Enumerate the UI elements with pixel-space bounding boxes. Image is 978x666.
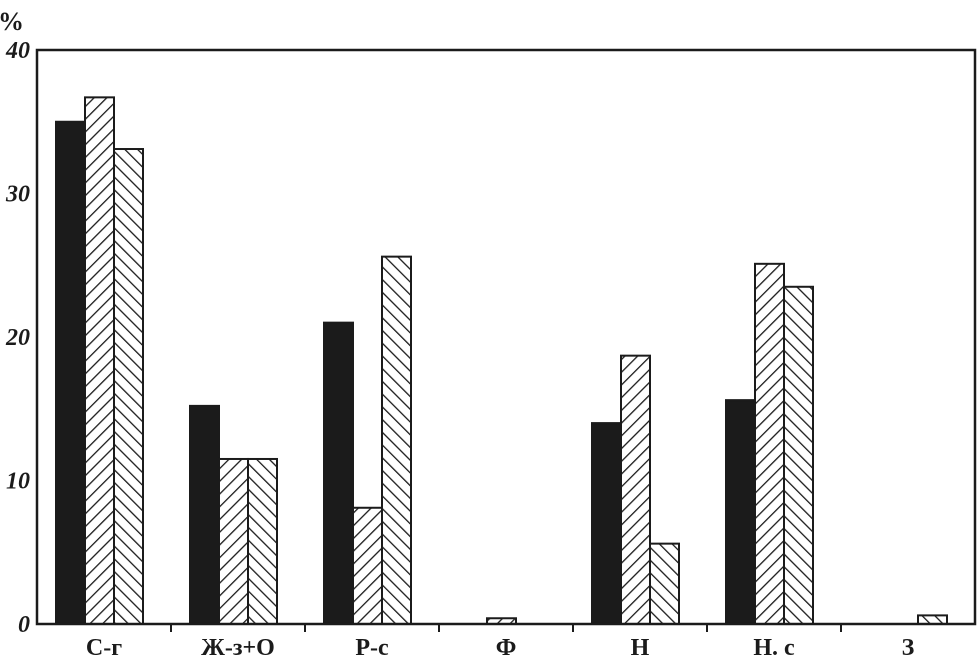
x-category-label: Ж-з+О [201,635,275,661]
y-tick-label: 30 [5,182,30,208]
bar-solid [323,321,354,625]
bar-hatch-left [649,542,680,626]
bars [55,96,948,626]
bar-hatch-right [352,506,383,626]
y-axis-unit-label: % [0,7,24,36]
x-axis-tick-marks [170,624,842,632]
x-category-label: Ф [496,635,517,661]
bar-hatch-left [247,457,278,625]
bar-hatch-right [84,96,115,626]
x-category-label: С-г [86,635,122,661]
bar-hatch-left [783,285,814,625]
bar-solid [55,120,86,625]
x-category-label: З [902,635,915,661]
bar-hatch-left [381,255,412,625]
bar-solid [725,399,756,626]
y-tick-label: 0 [18,612,30,638]
bar-hatch-left [917,614,948,626]
x-category-label: Н [631,635,650,661]
x-category-label: Н. с [753,635,795,661]
bar-solid [189,404,220,625]
x-category-label: Р-с [355,635,389,661]
bar-hatch-right [754,262,785,625]
bar-hatch-right [620,354,651,625]
y-tick-label: 10 [6,469,30,495]
y-tick-label: 20 [5,325,30,351]
y-axis-tick-labels: 0 10 20 30 40 [5,38,30,638]
y-tick-label: 40 [5,38,30,64]
plot-frame [35,48,977,626]
bar-solid [591,422,622,625]
bar-hatch-left [113,148,144,625]
x-axis-category-labels: С-г Ж-з+О Р-с Ф Н Н. с З [86,635,915,661]
bar-hatch-right [218,457,249,625]
